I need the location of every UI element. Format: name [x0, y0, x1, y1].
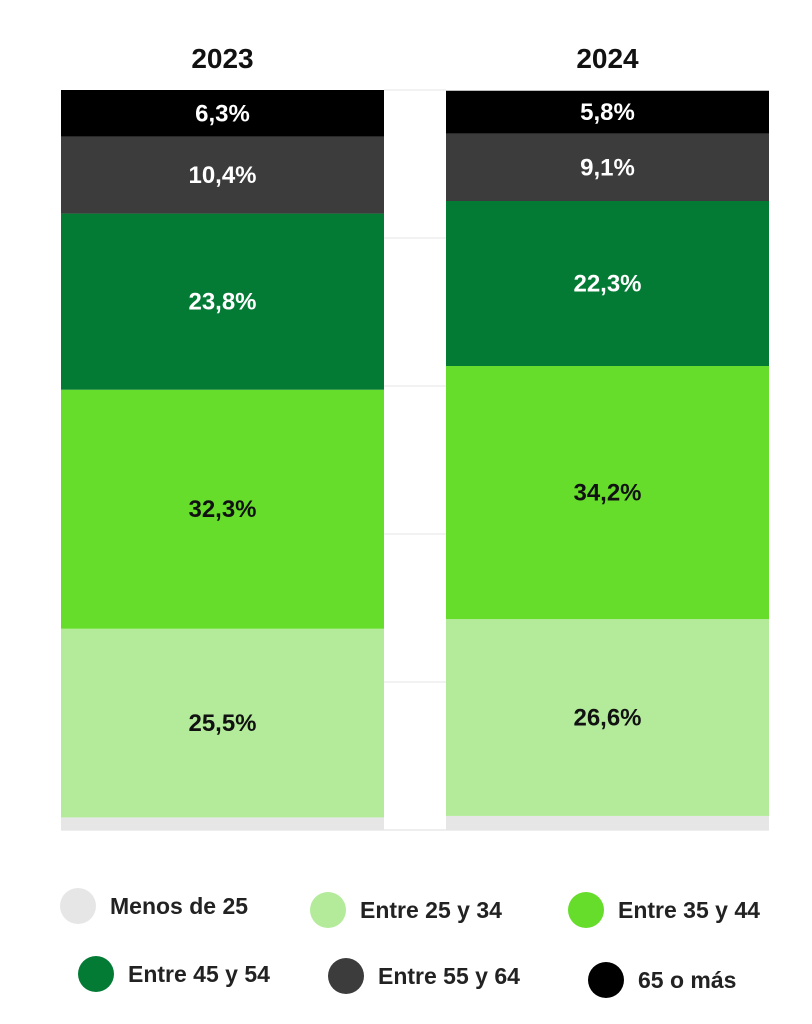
bar-segment-2023-3 [61, 213, 384, 390]
legend-label-1: Entre 25 y 34 [360, 896, 502, 923]
legend-label-3: Entre 45 y 54 [128, 960, 270, 987]
data-label-2024-4: 9,1% [580, 154, 635, 181]
legend-label-4: Entre 55 y 64 [378, 962, 520, 989]
bar-segment-2023-1 [61, 628, 384, 818]
bar-segment-2023-4 [61, 136, 384, 214]
data-label-2023-2: 32,3% [188, 496, 256, 523]
legend-item-1: Entre 25 y 34 [310, 888, 502, 932]
legend-label-0: Menos de 25 [110, 892, 249, 919]
data-label-2024-1: 26,6% [573, 705, 641, 732]
bar-segment-2024-0 [446, 815, 769, 830]
bar-segment-2024-3 [446, 201, 769, 367]
legend-item-5: 65 o más [588, 958, 736, 1002]
data-label-2023-4: 10,4% [188, 162, 256, 189]
legend-swatch-3 [78, 956, 114, 992]
column-title-2023: 2023 [191, 43, 253, 74]
legend-swatch-2 [568, 892, 604, 928]
bar-segment-2024-2 [446, 366, 769, 620]
segment-labels: 25,5% 32,3% 23,8% 10,4% 6,3% 26,6% 34,2% 22,3% 9… [188, 99, 641, 737]
bar-segment-2023-0 [61, 817, 384, 830]
bar-segment-2024-5 [446, 90, 769, 134]
bars [61, 90, 769, 830]
legend-swatch-4 [328, 958, 364, 994]
data-label-2024-3: 22,3% [573, 271, 641, 298]
column-titles: 2023 2024 [191, 43, 639, 74]
data-label-2023-5: 6,3% [195, 100, 250, 127]
data-label-2023-1: 25,5% [188, 710, 256, 737]
legend-label-2: Entre 35 y 44 [618, 896, 760, 923]
legend-label-5: 65 o más [638, 966, 737, 993]
legend-swatch-5 [588, 962, 624, 998]
bar-segment-2023-5 [61, 90, 384, 137]
legend-item-0: Menos de 25 [60, 884, 248, 928]
legend-swatch-1 [310, 892, 346, 928]
legend: Menos de 25 Entre 25 y 34 Entre 35 y 44 Ent… [0, 870, 812, 1010]
legend-item-2: Entre 35 y 44 [568, 888, 760, 932]
legend-item-4: Entre 55 y 64 [328, 954, 520, 998]
stacked-bar-chart: 25,5% 32,3% 23,8% 10,4% 6,3% 26,6% 34,2% 22,3% 9… [61, 43, 769, 831]
data-label-2024-5: 5,8% [580, 99, 635, 126]
bar-segment-2023-2 [61, 389, 384, 629]
data-label-2024-2: 34,2% [573, 480, 641, 507]
bar-segment-2024-1 [446, 619, 769, 816]
bar-segment-2024-4 [446, 133, 769, 201]
column-title-2024: 2024 [576, 43, 639, 74]
legend-swatch-0 [60, 888, 96, 924]
data-label-2023-3: 23,8% [188, 289, 256, 316]
legend-item-3: Entre 45 y 54 [78, 952, 270, 996]
